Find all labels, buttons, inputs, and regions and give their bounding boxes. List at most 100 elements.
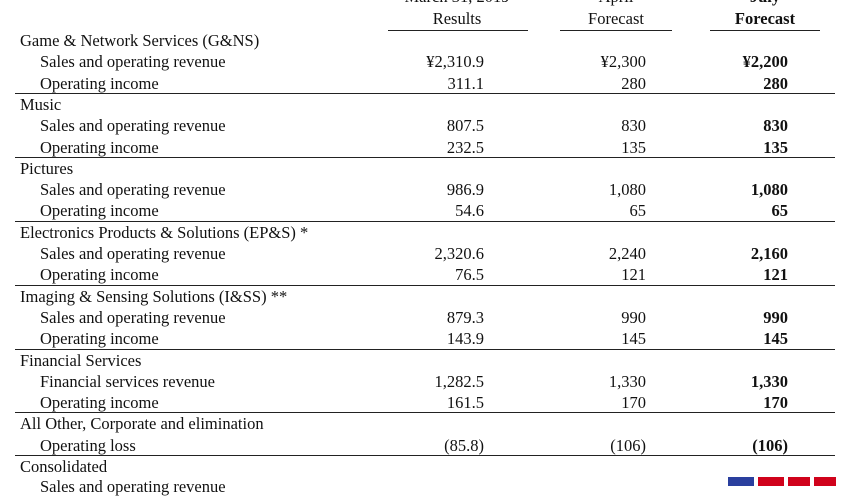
segment-divider	[15, 93, 835, 94]
col3-header-top: July	[710, 0, 820, 8]
segment-name: Imaging & Sensing Solutions (I&SS) **	[20, 286, 288, 306]
segment-heading-row: Music	[0, 94, 861, 115]
july-forecast-value: 1,330	[750, 371, 788, 391]
results-value: 232.5	[446, 137, 484, 157]
segment-name: Financial Services	[20, 350, 142, 370]
header-rule-col2	[560, 30, 672, 31]
segment-divider	[15, 157, 835, 158]
row-label: Sales and operating revenue	[40, 307, 226, 327]
table-row: Operating loss (85.8) (106) (106)	[0, 435, 861, 456]
results-value: 807.5	[446, 116, 484, 136]
col1-header-top: March 31, 2019	[380, 0, 534, 8]
segment-name: Game & Network Services (G&NS)	[20, 31, 260, 50]
col2-header-bottom: Forecast	[588, 9, 644, 28]
april-forecast-value: 830	[621, 116, 646, 136]
watermark-logo	[728, 472, 861, 486]
results-value: 986.9	[446, 180, 484, 200]
table-row: Operating income 143.9 145 145	[0, 328, 861, 349]
april-forecast-value: 1,330	[608, 371, 646, 391]
july-forecast-value: 990	[763, 307, 788, 327]
july-forecast-value: 280	[763, 73, 788, 93]
row-label: Financial services revenue	[40, 371, 216, 391]
april-forecast-value: 990	[621, 307, 646, 327]
results-value: 161.5	[446, 393, 484, 413]
april-forecast-value: 65	[629, 201, 647, 221]
april-forecast-value: 170	[621, 393, 646, 413]
segment-name: Music	[20, 94, 62, 114]
header-rule-col1	[388, 30, 528, 31]
segment-divider	[15, 412, 835, 413]
row-label: Operating income	[40, 137, 159, 157]
segment-heading-row: Financial Services	[0, 350, 861, 371]
row-label: Sales and operating revenue	[40, 477, 226, 496]
july-forecast-value: 135	[763, 137, 788, 157]
july-forecast-value: 2,160	[750, 244, 788, 263]
table-row: Sales and operating revenue ¥2,310.9 ¥2,30…	[0, 51, 861, 72]
segment-name: Pictures	[20, 158, 74, 178]
segment-divider	[15, 285, 835, 286]
row-label: Sales and operating revenue	[40, 116, 226, 136]
april-forecast-value: 280	[621, 73, 646, 93]
row-label: Sales and operating revenue	[40, 244, 226, 263]
april-forecast-value: (106)	[610, 435, 646, 455]
table-row: Financial services revenue 1,282.5 1,330 1,…	[0, 371, 861, 392]
row-label: Sales and operating revenue	[40, 180, 226, 200]
segment-heading-row: Electronics Products & Solutions (EP&S) …	[0, 222, 861, 243]
july-forecast-value: 170	[763, 393, 788, 413]
table-row: Operating income 161.5 170 170	[0, 392, 861, 413]
results-value: ¥2,310.9	[426, 52, 484, 72]
watermark-logo-icon	[728, 477, 836, 486]
april-forecast-value: 135	[621, 137, 646, 157]
april-forecast-value: 2,240	[608, 244, 646, 263]
results-value: (85.8)	[444, 435, 484, 455]
april-forecast-value: 121	[621, 265, 646, 285]
table-row: Operating income 76.5 121 121	[0, 264, 861, 285]
row-label: Operating income	[40, 265, 159, 285]
row-label: Operating income	[40, 201, 159, 221]
table-row: Operating income 311.1 280 280	[0, 73, 861, 94]
row-label: Sales and operating revenue	[40, 52, 226, 72]
col2-header-top: April	[560, 0, 672, 8]
table-row: Sales and operating revenue 807.5 830 830	[0, 115, 861, 136]
july-forecast-value: 1,080	[750, 180, 788, 200]
row-label: Operating income	[40, 73, 159, 93]
results-value: 2,320.6	[434, 244, 485, 263]
july-forecast-value: ¥2,200	[742, 52, 788, 72]
results-value: 311.1	[447, 73, 484, 93]
segment-heading-row: Imaging & Sensing Solutions (I&SS) **	[0, 286, 861, 307]
table-row: Operating income 232.5 135 135	[0, 137, 861, 158]
april-forecast-value: 145	[621, 329, 646, 349]
row-label: Operating income	[40, 393, 159, 413]
april-forecast-value: ¥2,300	[600, 52, 646, 72]
segment-heading-row: All Other, Corporate and elimination	[0, 413, 861, 434]
july-forecast-value: (106)	[752, 435, 788, 455]
row-label: Operating loss	[40, 435, 136, 455]
july-forecast-value: 65	[771, 201, 789, 221]
segment-heading-row: Game & Network Services (G&NS)	[0, 30, 861, 51]
july-forecast-value: 145	[763, 329, 788, 349]
segment-name: Electronics Products & Solutions (EP&S) …	[20, 222, 309, 242]
results-value: 76.5	[455, 265, 484, 285]
july-forecast-value: 121	[763, 265, 788, 285]
row-label: Operating income	[40, 329, 159, 349]
col3-header-bottom: Forecast	[734, 9, 796, 28]
results-value: 879.3	[446, 307, 484, 327]
segment-heading-row: Pictures	[0, 158, 861, 179]
table-row: Sales and operating revenue 2,320.6 2,240 2…	[0, 243, 861, 264]
header-rule-col3	[710, 30, 820, 31]
table-row: Sales and operating revenue 879.3 990 990	[0, 307, 861, 328]
july-forecast-value: 830	[763, 116, 788, 136]
segment-divider	[15, 455, 835, 456]
col1-header-bottom: Results	[432, 9, 482, 28]
segment-divider	[15, 349, 835, 350]
segment-divider	[15, 221, 835, 222]
table-row: Sales and operating revenue 986.9 1,080 1,0…	[0, 179, 861, 200]
segment-name: Consolidated	[20, 457, 108, 476]
table-row: Operating income 54.6 65 65	[0, 200, 861, 221]
segment-heading-row: Consolidated	[0, 456, 861, 477]
april-forecast-value: 1,080	[608, 180, 646, 200]
results-value: 54.6	[455, 201, 484, 221]
results-value: 143.9	[446, 329, 484, 349]
segment-name: All Other, Corporate and elimination	[20, 414, 264, 434]
results-value: 1,282.5	[434, 371, 485, 391]
